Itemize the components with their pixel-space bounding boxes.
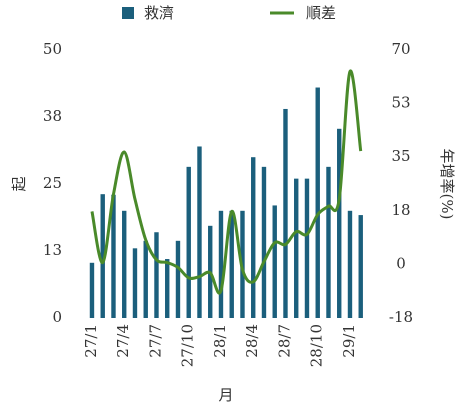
x-tick-label: 27/1 [82, 324, 100, 358]
y2-tick-label: 53 [391, 94, 410, 112]
bar [272, 205, 277, 318]
y-tick-label: 25 [43, 174, 62, 192]
bar [165, 259, 170, 318]
bar [229, 210, 234, 318]
bar [89, 262, 95, 318]
legend-swatch [122, 7, 134, 19]
bar [175, 240, 181, 318]
y-tick-label: 13 [43, 241, 62, 259]
y2-tick-label: -18 [389, 308, 413, 326]
bar [251, 157, 256, 318]
legend-label: 順差 [306, 4, 336, 22]
bar [100, 194, 105, 318]
line [90, 69, 363, 295]
x-tick-label: 27/7 [146, 324, 164, 358]
legend-label: 救濟 [144, 4, 174, 22]
x-tick-label: 28/4 [243, 324, 261, 358]
bar [326, 166, 331, 318]
y2-axis-title: 年增率(%) [438, 149, 456, 220]
bar [122, 210, 127, 318]
x-tick-label: 28/7 [275, 324, 293, 358]
y-tick-label: 50 [43, 40, 62, 58]
x-axis-title: 月 [218, 386, 233, 404]
bar [304, 178, 310, 318]
bar [337, 128, 342, 318]
x-tick-label: 28/1 [211, 324, 229, 358]
bar [111, 194, 116, 318]
bar [132, 248, 138, 318]
y2-tick-label: 35 [391, 147, 410, 165]
bar [347, 210, 353, 318]
bar [358, 215, 363, 318]
x-tick-label: 27/10 [179, 324, 197, 367]
bar [283, 108, 288, 319]
bar [294, 178, 299, 318]
y-tick-label: 0 [52, 308, 62, 326]
y2-tick-label: 0 [396, 254, 406, 272]
bar [197, 146, 202, 318]
x-tick-label: 29/1 [340, 324, 358, 358]
bar [186, 166, 191, 318]
y2-tick-label: 70 [391, 40, 410, 58]
x-tick-label: 27/4 [114, 324, 132, 358]
y-tick-label: 38 [43, 107, 62, 125]
y2-tick-label: 18 [391, 201, 410, 219]
bar [315, 87, 320, 319]
bar [218, 210, 224, 318]
bar [143, 240, 148, 318]
x-tick-label: 28/10 [308, 324, 326, 367]
y-axis-title: 起 [10, 176, 28, 191]
bar [154, 232, 159, 318]
bar [261, 166, 267, 318]
